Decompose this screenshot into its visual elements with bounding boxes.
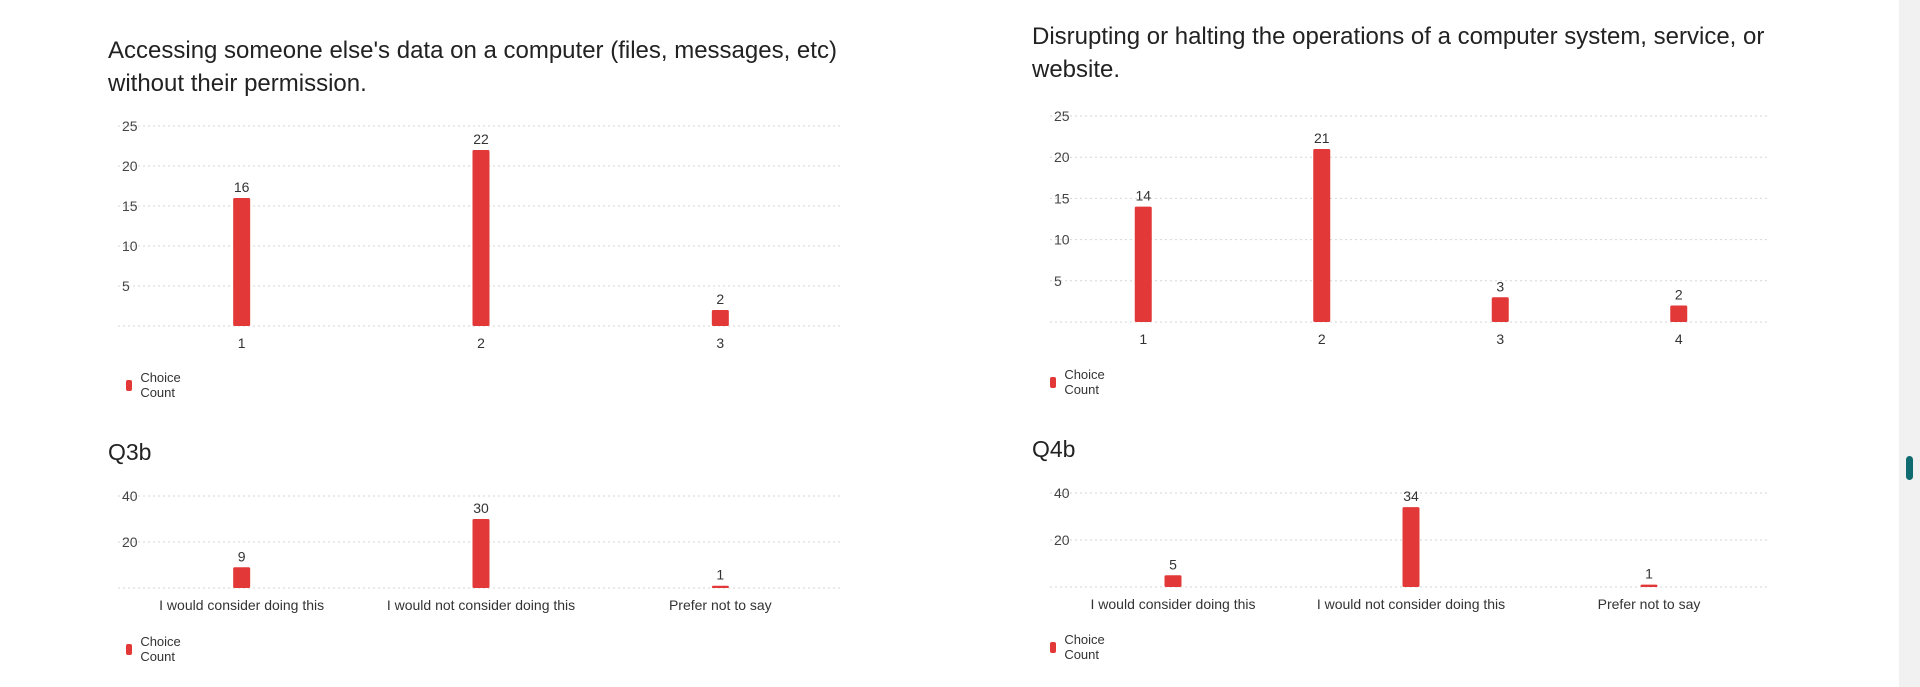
chart-legend[interactable]: Choice Count xyxy=(126,634,185,664)
bar xyxy=(1134,206,1152,322)
data-label: 30 xyxy=(473,500,489,516)
y-tick-label: 10 xyxy=(1054,232,1070,248)
bar xyxy=(472,150,490,326)
legend-label: Choice Count xyxy=(1064,367,1105,397)
chart-title: Q3b xyxy=(108,439,152,465)
y-tick-label: 20 xyxy=(122,534,138,550)
x-tick-label: I would not consider doing this xyxy=(1317,596,1505,612)
x-tick-label: 3 xyxy=(716,335,724,351)
bar xyxy=(711,585,729,588)
scrollbar-track[interactable] xyxy=(1899,0,1920,687)
data-label: 1 xyxy=(716,567,724,583)
legend-label: Choice Count xyxy=(140,370,181,400)
y-tick-label: 40 xyxy=(122,488,138,504)
data-label: 16 xyxy=(234,179,250,195)
chart-title: Q4b xyxy=(1032,436,1076,462)
data-label: 9 xyxy=(238,548,246,564)
x-tick-label: I would consider doing this xyxy=(159,597,324,613)
data-label: 2 xyxy=(716,291,724,307)
bar xyxy=(1670,305,1688,322)
legend-label: Choice Count xyxy=(140,634,181,664)
bar xyxy=(233,198,251,326)
legend-swatch xyxy=(1050,376,1057,388)
x-tick-label: 1 xyxy=(1139,331,1147,347)
y-tick-label: 20 xyxy=(1054,149,1070,165)
data-label: 34 xyxy=(1403,488,1419,504)
x-tick-label: I would not consider doing this xyxy=(387,597,575,613)
legend-swatch xyxy=(126,379,133,391)
legend-label: Choice Count xyxy=(1064,632,1105,662)
bar xyxy=(1640,584,1658,587)
data-label: 21 xyxy=(1314,130,1330,146)
bar xyxy=(233,567,251,588)
bar xyxy=(1164,575,1182,587)
x-tick-label: I would consider doing this xyxy=(1091,596,1256,612)
x-tick-label: 3 xyxy=(1496,331,1504,347)
bar xyxy=(472,519,490,588)
scrollbar-thumb[interactable] xyxy=(1906,456,1913,480)
data-label: 2 xyxy=(1675,287,1683,303)
chart-legend[interactable]: Choice Count xyxy=(126,370,185,400)
chart-legend[interactable]: Choice Count xyxy=(1050,367,1109,397)
data-label: 22 xyxy=(473,131,489,147)
chart-title: Accessing someone else's data on a compu… xyxy=(108,37,837,97)
y-tick-label: 25 xyxy=(1054,108,1070,124)
y-tick-label: 10 xyxy=(122,238,138,254)
data-label: 5 xyxy=(1169,556,1177,572)
bar xyxy=(1491,297,1509,322)
y-tick-label: 40 xyxy=(1054,485,1070,501)
bar xyxy=(1313,148,1331,322)
y-tick-label: 20 xyxy=(122,158,138,174)
y-tick-label: 5 xyxy=(122,278,130,294)
y-tick-label: 15 xyxy=(1054,190,1070,206)
x-tick-label: 1 xyxy=(238,335,246,351)
data-label: 1 xyxy=(1645,566,1653,582)
x-tick-label: Prefer not to say xyxy=(1598,596,1701,612)
x-tick-label: 2 xyxy=(1318,331,1326,347)
y-tick-label: 15 xyxy=(122,198,138,214)
legend-swatch xyxy=(126,643,133,655)
chart-legend[interactable]: Choice Count xyxy=(1050,632,1109,662)
legend-swatch xyxy=(1050,641,1057,653)
y-tick-label: 5 xyxy=(1054,273,1062,289)
x-tick-label: 4 xyxy=(1675,331,1683,347)
y-tick-label: 20 xyxy=(1054,532,1070,548)
data-label: 14 xyxy=(1135,188,1151,204)
x-tick-label: 2 xyxy=(477,335,485,351)
data-label: 3 xyxy=(1496,278,1504,294)
bar xyxy=(1402,507,1420,587)
bar xyxy=(711,310,729,326)
chart-title: Disrupting or halting the operations of … xyxy=(1032,23,1765,83)
y-tick-label: 25 xyxy=(122,118,138,134)
x-tick-label: Prefer not to say xyxy=(669,597,772,613)
